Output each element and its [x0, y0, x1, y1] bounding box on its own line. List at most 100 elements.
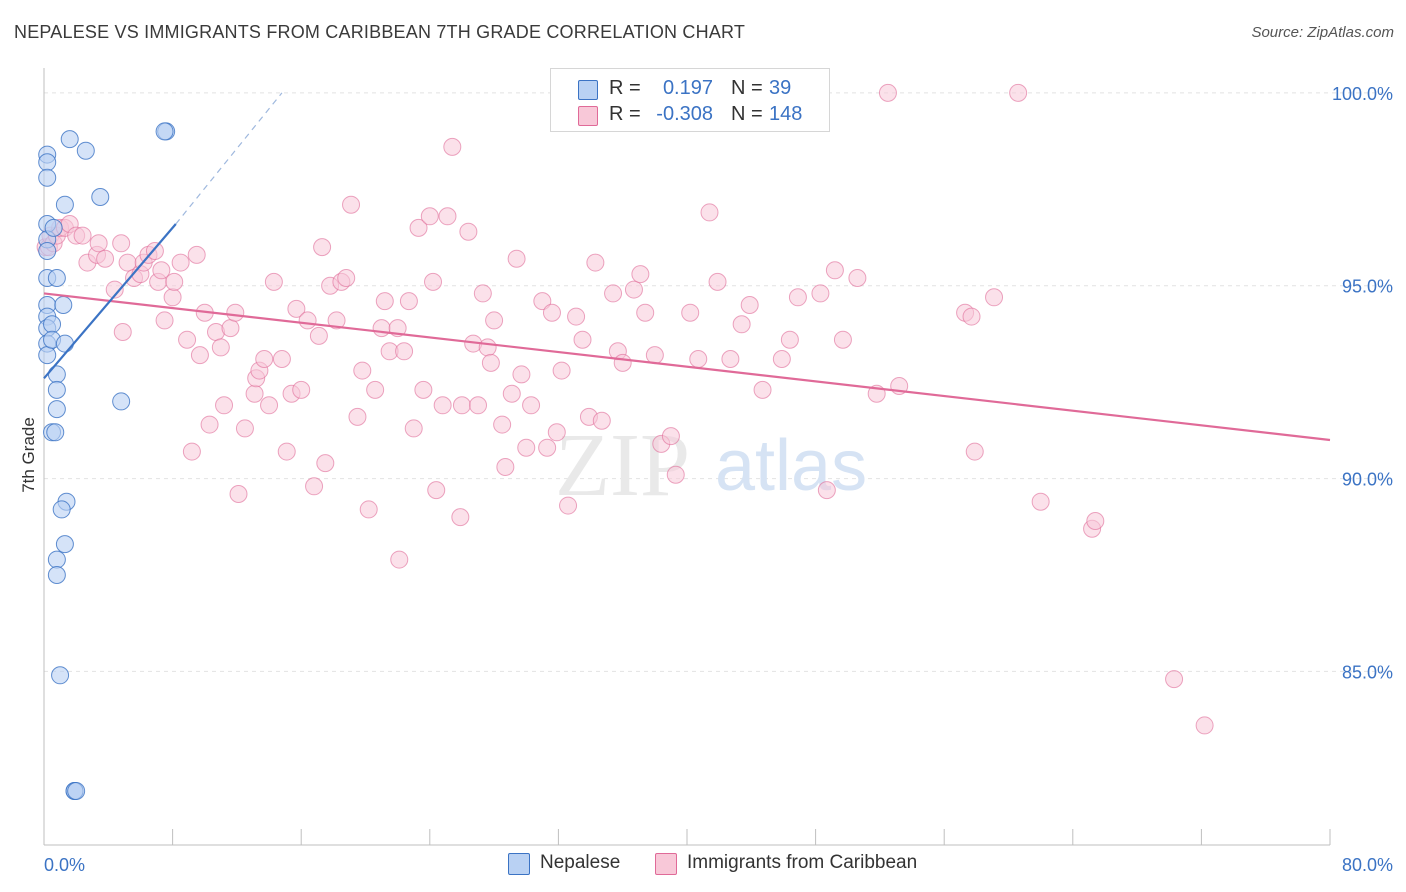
caribbean-point — [443, 137, 462, 156]
trend-lines — [43, 92, 1331, 442]
caribbean-point — [372, 319, 391, 338]
caribbean-point — [424, 272, 443, 291]
legend-label-caribbean: Immigrants from Caribbean — [687, 852, 918, 873]
caribbean-point — [636, 303, 655, 322]
caribbean-point — [182, 442, 201, 461]
nepalese-point — [112, 392, 131, 411]
legend-swatch-caribbean — [578, 106, 598, 126]
caribbean-point — [613, 353, 632, 372]
caribbean-point — [337, 269, 356, 287]
caribbean-point — [145, 242, 164, 260]
caribbean-point — [567, 307, 586, 326]
caribbean-point — [681, 303, 700, 322]
legend-row-nepalese: R = 0.197 N = 39 — [551, 75, 829, 103]
nepalese-trend-line — [43, 223, 177, 380]
caribbean-point — [772, 350, 791, 368]
caribbean-point — [292, 380, 311, 399]
nepalese-point — [55, 535, 74, 554]
nepalese-point — [46, 423, 65, 442]
caribbean-point — [965, 442, 984, 461]
caribbean-point — [298, 311, 317, 330]
nepalese-point — [47, 269, 66, 287]
legend-n-value: 148 — [769, 103, 803, 125]
caribbean-point — [721, 350, 740, 368]
caribbean-point — [512, 365, 531, 384]
nepalese-point — [47, 550, 66, 569]
y-tick-label: 90.0% — [1342, 470, 1393, 490]
caribbean-point — [878, 83, 897, 102]
caribbean-point — [366, 380, 385, 399]
legend-n-value: 39 — [769, 77, 792, 99]
caribbean-point — [1009, 83, 1028, 102]
caribbean-point — [1195, 716, 1214, 735]
watermark: ZIP atlas — [555, 416, 867, 515]
caribbean-point — [414, 380, 433, 399]
caribbean-point — [390, 550, 409, 569]
caribbean-point — [211, 338, 230, 357]
caribbean-point — [264, 272, 283, 291]
caribbean-point — [481, 353, 500, 372]
caribbean-point — [255, 350, 274, 368]
caribbean-point — [700, 203, 719, 222]
caribbean-point — [395, 342, 414, 361]
nepalese-points — [38, 122, 176, 800]
caribbean-point — [260, 396, 279, 415]
caribbean-point — [708, 272, 727, 291]
caribbean-point — [399, 292, 418, 311]
caribbean-point — [478, 338, 497, 357]
caribbean-point — [848, 269, 867, 287]
gridlines — [44, 92, 1390, 672]
caribbean-point — [631, 265, 650, 284]
caribbean-point — [1165, 670, 1184, 689]
caribbean-point — [661, 427, 680, 446]
caribbean-point — [962, 307, 981, 326]
caribbean-point — [817, 481, 836, 500]
nepalese-point — [38, 242, 57, 260]
legend-swatch-nepalese — [508, 853, 530, 875]
caribbean-point — [89, 234, 108, 253]
nepalese-point — [38, 153, 57, 172]
caribbean-point — [522, 396, 541, 415]
caribbean-point — [780, 330, 799, 349]
nepalese-point — [76, 141, 95, 160]
caribbean-point — [277, 442, 296, 461]
caribbean-point — [375, 292, 394, 311]
caribbean-point — [221, 319, 240, 338]
caribbean-point — [105, 280, 124, 299]
nepalese-point — [55, 334, 74, 353]
caribbean-point — [740, 296, 759, 314]
caribbean-point — [542, 303, 561, 322]
legend-row-caribbean: R = -0.308 N = 148 — [551, 101, 829, 129]
stats-legend: R = 0.197 N = 39 R = -0.308 N = 148 — [550, 68, 830, 132]
caribbean-point — [438, 207, 457, 226]
nepalese-point — [52, 500, 71, 519]
caribbean-point — [469, 396, 488, 415]
caribbean-point — [152, 261, 171, 280]
watermark-atlas: atlas — [715, 426, 867, 506]
caribbean-point — [485, 311, 504, 330]
legend-r-label: R = — [609, 77, 641, 99]
caribbean-point — [305, 477, 324, 496]
y-tick-label: 95.0% — [1342, 277, 1393, 297]
caribbean-point — [427, 481, 446, 500]
caribbean-point — [559, 496, 578, 515]
axes — [43, 68, 1331, 846]
caribbean-point — [624, 280, 643, 299]
caribbean-point — [507, 249, 526, 268]
caribbean-point — [452, 396, 471, 415]
caribbean-points — [36, 83, 1214, 735]
caribbean-point — [287, 299, 306, 318]
caribbean-point — [245, 384, 264, 403]
nepalese-trend-extension — [175, 92, 283, 225]
caribbean-point — [473, 284, 492, 303]
caribbean-point — [645, 346, 664, 365]
caribbean-point — [1031, 492, 1050, 511]
legend-n-label: N = — [731, 103, 763, 125]
caribbean-point — [666, 465, 685, 484]
caribbean-point — [178, 330, 197, 349]
x-tick-label: 0.0% — [44, 855, 85, 875]
nepalese-point — [47, 380, 66, 399]
caribbean-point — [342, 195, 361, 214]
y-tick-label: 85.0% — [1342, 662, 1393, 682]
caribbean-point — [313, 238, 332, 257]
